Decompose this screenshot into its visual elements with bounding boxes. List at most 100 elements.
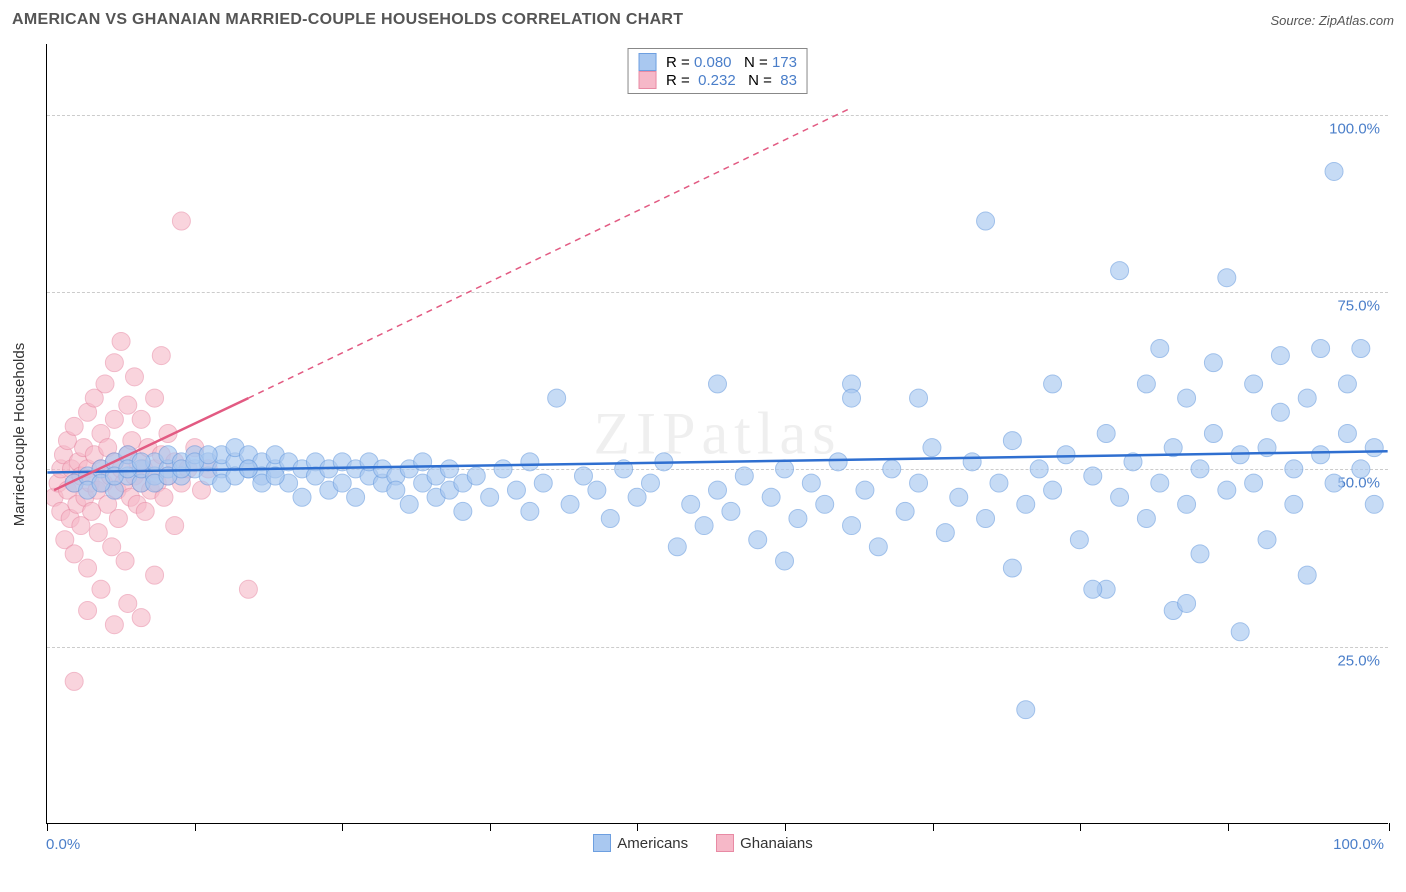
- data-point: [1070, 531, 1088, 549]
- data-point: [1204, 354, 1222, 372]
- data-point: [400, 495, 418, 513]
- data-point: [695, 517, 713, 535]
- data-point: [963, 453, 981, 471]
- data-point: [709, 375, 727, 393]
- data-point: [1338, 425, 1356, 443]
- data-point: [467, 467, 485, 485]
- data-point: [105, 616, 123, 634]
- data-point: [1178, 495, 1196, 513]
- x-tick: [1389, 823, 1390, 831]
- data-point: [1352, 460, 1370, 478]
- x-tick: [933, 823, 934, 831]
- data-point: [440, 460, 458, 478]
- data-point: [776, 552, 794, 570]
- data-point: [481, 488, 499, 506]
- data-point: [588, 481, 606, 499]
- data-point: [1084, 580, 1102, 598]
- data-point: [1030, 460, 1048, 478]
- data-point: [789, 509, 807, 527]
- data-point: [79, 559, 97, 577]
- data-point: [1231, 623, 1249, 641]
- data-point: [109, 509, 127, 527]
- data-point: [1312, 340, 1330, 358]
- x-tick: [342, 823, 343, 831]
- data-point: [1365, 439, 1383, 457]
- data-point: [709, 481, 727, 499]
- data-point: [936, 524, 954, 542]
- legend-label: Americans: [617, 835, 688, 852]
- data-point: [166, 517, 184, 535]
- data-point: [1298, 566, 1316, 584]
- data-point: [1245, 474, 1263, 492]
- data-point: [65, 545, 83, 563]
- legend-label: Ghanaians: [740, 835, 813, 852]
- legend-swatch: [716, 834, 734, 852]
- data-point: [1137, 509, 1155, 527]
- data-point: [682, 495, 700, 513]
- data-point: [119, 594, 137, 612]
- data-point: [387, 481, 405, 499]
- data-point: [856, 481, 874, 499]
- scatter-plot: [47, 44, 1388, 823]
- legend-row: R = 0.080 N = 173: [638, 53, 797, 71]
- data-point: [561, 495, 579, 513]
- data-point: [990, 474, 1008, 492]
- data-point: [65, 417, 83, 435]
- legend-swatch: [593, 834, 611, 852]
- legend-swatch: [638, 53, 656, 71]
- data-point: [977, 509, 995, 527]
- data-point: [534, 474, 552, 492]
- data-point: [119, 396, 137, 414]
- data-point: [521, 502, 539, 520]
- legend-row: R = 0.232 N = 83: [638, 71, 797, 89]
- data-point: [1017, 701, 1035, 719]
- data-point: [1285, 460, 1303, 478]
- data-point: [152, 347, 170, 365]
- data-point: [950, 488, 968, 506]
- legend-item: Ghanaians: [716, 834, 813, 852]
- data-point: [1178, 389, 1196, 407]
- data-point: [1191, 545, 1209, 563]
- data-point: [1218, 269, 1236, 287]
- trendline-b-ext: [248, 108, 851, 398]
- data-point: [1097, 425, 1115, 443]
- data-point: [454, 502, 472, 520]
- data-point: [668, 538, 686, 556]
- data-point: [132, 410, 150, 428]
- data-point: [843, 517, 861, 535]
- data-point: [1191, 460, 1209, 478]
- data-point: [1271, 347, 1289, 365]
- data-point: [172, 212, 190, 230]
- data-point: [1312, 446, 1330, 464]
- x-tick: [637, 823, 638, 831]
- data-point: [735, 467, 753, 485]
- data-point: [910, 389, 928, 407]
- data-point: [1057, 446, 1075, 464]
- correlation-legend: R = 0.080 N = 173R = 0.232 N = 83: [627, 48, 808, 94]
- data-point: [1111, 262, 1129, 280]
- data-point: [896, 502, 914, 520]
- x-tick: [490, 823, 491, 831]
- data-point: [1245, 375, 1263, 393]
- series-legend: Americans Ghanaians: [0, 834, 1406, 852]
- data-point: [293, 488, 311, 506]
- data-point: [816, 495, 834, 513]
- data-point: [507, 481, 525, 499]
- data-point: [574, 467, 592, 485]
- data-point: [1003, 432, 1021, 450]
- data-point: [883, 460, 901, 478]
- data-point: [776, 460, 794, 478]
- data-point: [977, 212, 995, 230]
- data-point: [843, 389, 861, 407]
- data-point: [96, 375, 114, 393]
- data-point: [146, 389, 164, 407]
- data-point: [1151, 340, 1169, 358]
- data-point: [83, 502, 101, 520]
- data-point: [1084, 467, 1102, 485]
- data-point: [869, 538, 887, 556]
- data-point: [333, 474, 351, 492]
- data-point: [923, 439, 941, 457]
- data-point: [762, 488, 780, 506]
- data-point: [136, 502, 154, 520]
- data-point: [641, 474, 659, 492]
